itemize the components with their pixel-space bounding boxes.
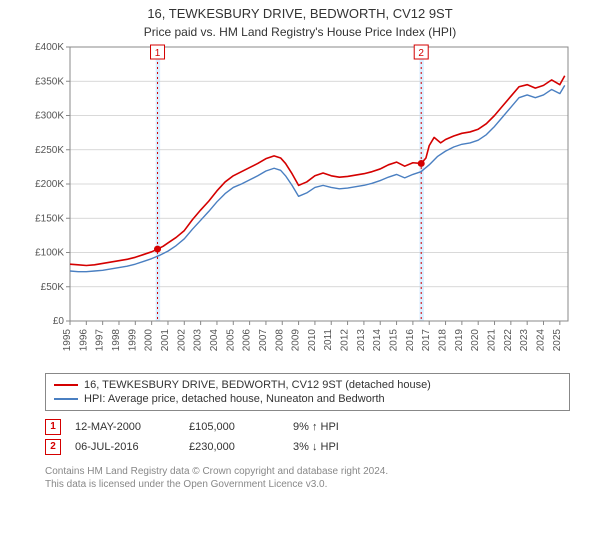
sale-marker-1: 1 [45,419,61,435]
svg-text:1: 1 [155,48,161,59]
sale-date: 12-MAY-2000 [75,421,175,433]
sales-row: 1 12-MAY-2000 £105,000 9% ↑ HPI [45,417,570,437]
legend: 16, TEWKESBURY DRIVE, BEDWORTH, CV12 9ST… [45,373,570,411]
svg-text:2: 2 [418,48,424,59]
svg-text:2014: 2014 [372,328,383,351]
svg-text:2015: 2015 [389,328,400,351]
svg-text:£350K: £350K [35,76,64,87]
svg-text:2012: 2012 [340,328,351,351]
svg-text:1996: 1996 [78,328,89,351]
svg-text:2024: 2024 [536,328,547,351]
sale-marker-2: 2 [45,439,61,455]
chart-title: 16, TEWKESBURY DRIVE, BEDWORTH, CV12 9ST [0,0,600,23]
svg-text:£0: £0 [53,316,65,327]
sales-table: 1 12-MAY-2000 £105,000 9% ↑ HPI 2 06-JUL… [45,417,570,457]
svg-text:2001: 2001 [160,328,171,351]
footer-line-1: Contains HM Land Registry data © Crown c… [45,465,570,478]
svg-text:2016: 2016 [405,328,416,351]
svg-text:2018: 2018 [438,328,449,351]
svg-text:2005: 2005 [225,328,236,351]
svg-text:2025: 2025 [552,328,563,351]
svg-text:£300K: £300K [35,110,64,121]
svg-text:£50K: £50K [41,282,65,293]
sale-price: £105,000 [189,421,279,433]
chart-container: 16, TEWKESBURY DRIVE, BEDWORTH, CV12 9ST… [0,0,600,560]
svg-text:2022: 2022 [503,328,514,351]
legend-item: HPI: Average price, detached house, Nune… [54,392,561,406]
svg-text:£250K: £250K [35,145,64,156]
svg-text:1998: 1998 [111,328,122,351]
svg-text:2004: 2004 [209,328,220,351]
legend-label-1: 16, TEWKESBURY DRIVE, BEDWORTH, CV12 9ST… [84,379,431,391]
legend-label-2: HPI: Average price, detached house, Nune… [84,393,385,405]
svg-text:£100K: £100K [35,247,64,258]
svg-text:2021: 2021 [487,328,498,351]
sale-delta: 3% ↓ HPI [293,441,383,453]
svg-text:2000: 2000 [144,328,155,351]
svg-text:2020: 2020 [470,328,481,351]
svg-text:2006: 2006 [242,328,253,351]
svg-text:2003: 2003 [193,328,204,351]
svg-text:£200K: £200K [35,179,64,190]
svg-text:1995: 1995 [62,328,73,351]
svg-text:2013: 2013 [356,328,367,351]
svg-text:2017: 2017 [421,328,432,351]
svg-text:2007: 2007 [258,328,269,351]
sale-delta: 9% ↑ HPI [293,421,383,433]
line-chart: £0 £50K £100K £150K £200K £250K £300K £350K £400… [20,39,580,369]
svg-text:2009: 2009 [291,328,302,351]
chart-subtitle: Price paid vs. HM Land Registry's House … [0,23,600,39]
svg-text:£150K: £150K [35,213,64,224]
footer-line-2: This data is licensed under the Open Gov… [45,478,570,491]
legend-item: 16, TEWKESBURY DRIVE, BEDWORTH, CV12 9ST… [54,378,561,392]
footer: Contains HM Land Registry data © Crown c… [45,465,570,491]
legend-swatch-1 [54,384,78,386]
svg-text:1997: 1997 [95,328,106,351]
sale-price: £230,000 [189,441,279,453]
svg-text:1999: 1999 [127,328,138,351]
sales-row: 2 06-JUL-2016 £230,000 3% ↓ HPI [45,437,570,457]
svg-text:2010: 2010 [307,328,318,351]
sale-date: 06-JUL-2016 [75,441,175,453]
svg-text:2011: 2011 [323,328,334,350]
svg-text:2002: 2002 [176,328,187,351]
svg-text:2023: 2023 [519,328,530,351]
svg-text:2019: 2019 [454,328,465,351]
svg-text:2008: 2008 [274,328,285,351]
legend-swatch-2 [54,398,78,400]
svg-text:£400K: £400K [35,42,64,53]
